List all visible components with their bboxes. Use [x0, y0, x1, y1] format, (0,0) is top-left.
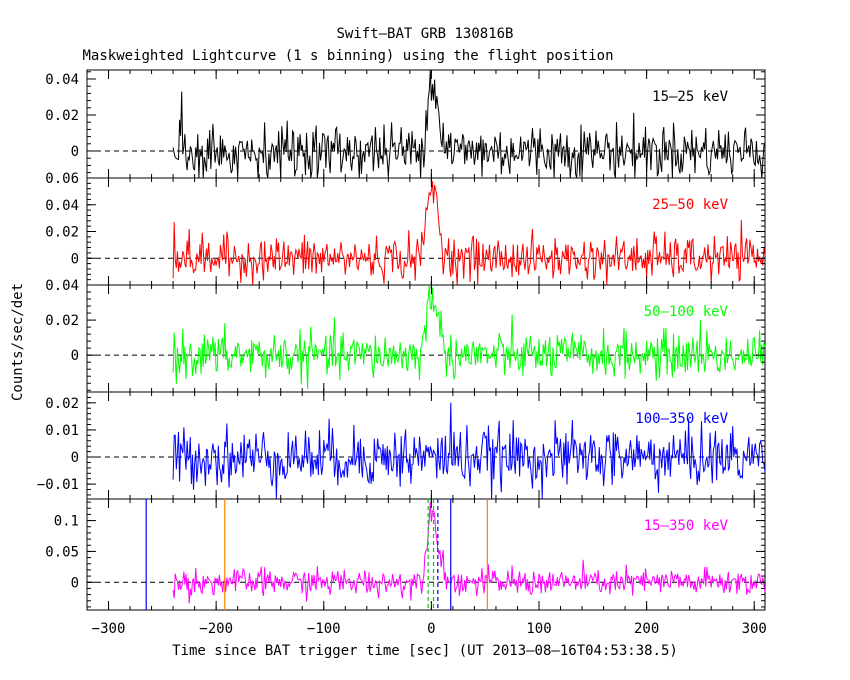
series-5-line — [172, 501, 766, 604]
y-tick-label: 0 — [71, 575, 79, 591]
y-tick-label: 0 — [71, 144, 79, 160]
energy-band-label: 100–350 keV — [635, 411, 728, 427]
series-4-line — [172, 402, 766, 500]
x-tick-label: 0 — [427, 621, 435, 637]
y-axis-label: Counts/sec/det — [10, 283, 26, 401]
y-tick-label: 0.02 — [45, 396, 79, 412]
energy-band-label: 50–100 keV — [644, 304, 729, 320]
y-tick-label: 0.05 — [45, 544, 79, 560]
x-tick-label: −300 — [92, 621, 126, 637]
y-tick-label: 0.01 — [45, 423, 79, 439]
y-tick-label: 0.02 — [45, 313, 79, 329]
y-tick-label: 0.04 — [45, 198, 79, 214]
y-tick-label: 0.02 — [45, 108, 79, 124]
y-tick-label: 0 — [71, 450, 79, 466]
chart-title: Swift–BAT GRB 130816B — [336, 26, 513, 42]
y-tick-label: 0 — [71, 251, 79, 267]
y-tick-label: 0.02 — [45, 225, 79, 241]
energy-band-label: 15–350 keV — [644, 518, 729, 534]
y-tick-label: 0.06 — [45, 171, 79, 187]
x-tick-label: −200 — [199, 621, 233, 637]
panel-frame — [86, 498, 766, 611]
y-tick-label: 0.1 — [54, 514, 79, 530]
energy-band-label: 25–50 keV — [652, 197, 728, 213]
y-tick-label: −0.01 — [37, 477, 79, 493]
x-axis-label: Time since BAT trigger time [sec] (UT 20… — [172, 643, 678, 659]
panels-group: 0 0.02 0.04 15–25 keV 0 0.02 0.04 0.06 25–50 keV… — [37, 69, 767, 637]
series-3-line — [172, 284, 766, 390]
y-tick-label: 0.04 — [45, 278, 79, 294]
series-1-line — [172, 69, 766, 179]
y-tick-label: 0 — [71, 348, 79, 364]
chart-subtitle: Maskweighted Lightcurve (1 s binning) us… — [82, 48, 613, 64]
x-tick-label: 300 — [742, 621, 767, 637]
series-2-line — [172, 181, 766, 286]
x-tick-label: −100 — [307, 621, 341, 637]
x-tick-label: 100 — [526, 621, 551, 637]
y-tick-label: 0.04 — [45, 72, 79, 88]
x-tick-label: 200 — [634, 621, 659, 637]
energy-band-label: 15–25 keV — [652, 89, 728, 105]
